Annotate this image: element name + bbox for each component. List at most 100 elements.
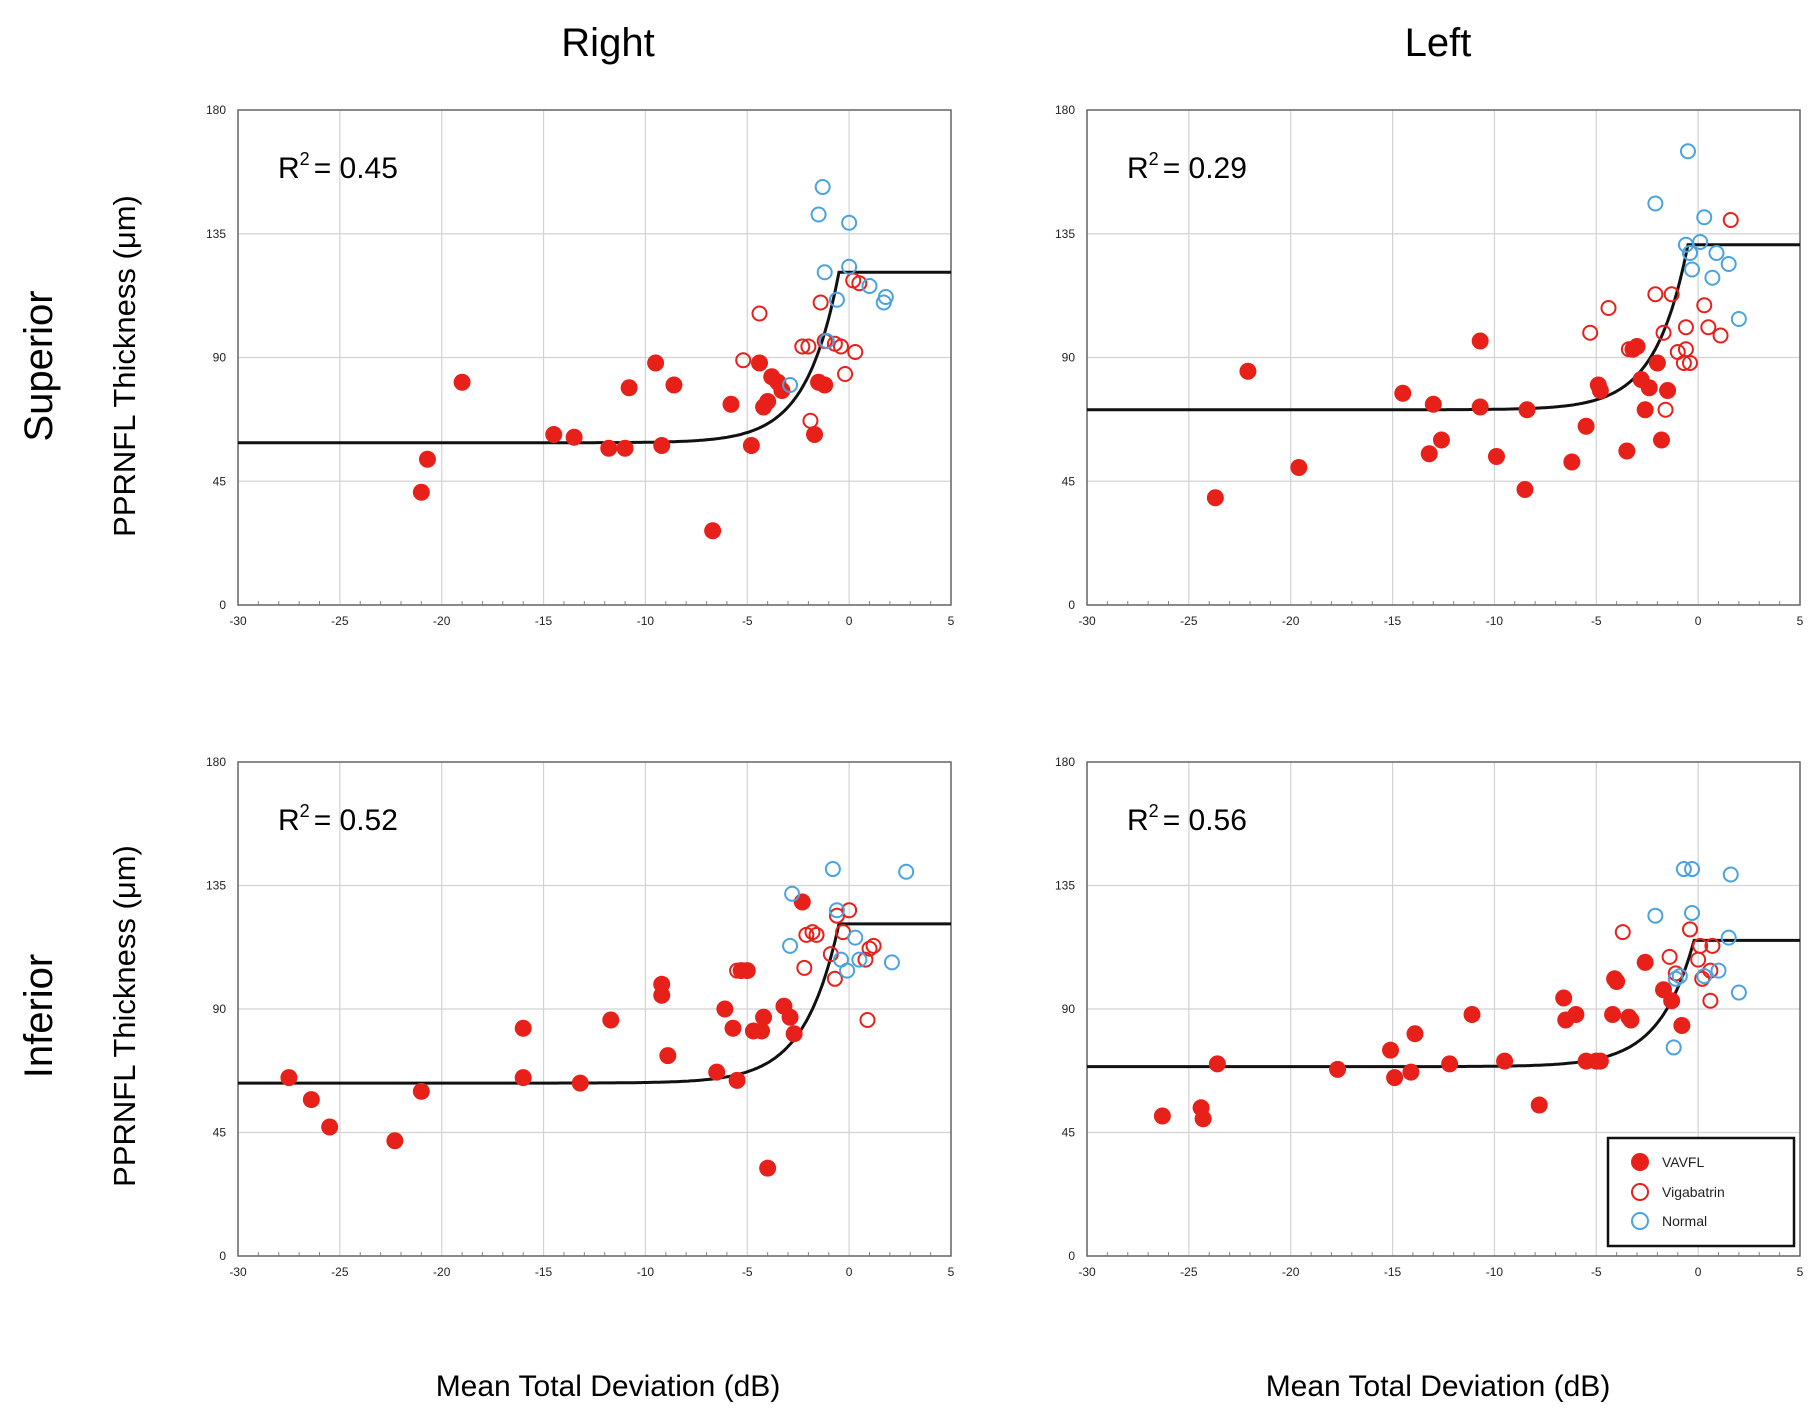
data-point-normal	[1647, 195, 1664, 212]
y-tick-label: 180	[1055, 103, 1075, 117]
data-point-vavfl	[1518, 401, 1536, 419]
y-tick-label: 45	[213, 474, 227, 488]
data-point-normal	[1708, 245, 1725, 261]
fit-curve	[238, 922, 951, 1085]
data-point-vavfl	[453, 373, 471, 391]
data-point-normal	[828, 291, 845, 308]
data-point-vavfl	[1663, 992, 1681, 1010]
data-point-vigabatrin	[861, 940, 878, 957]
data-point-vigabatrin	[796, 959, 813, 976]
x-tick-label: -10	[1486, 614, 1504, 628]
panel-superior-left: -30 -25 -20 -15 -10 -5 0 5 0 45 90 135 180 R2 = 0.29	[1055, 103, 1804, 628]
data-point-vigabatrin	[1663, 286, 1680, 303]
data-point-vigabatrin	[812, 294, 829, 311]
data-point-normal	[824, 861, 841, 878]
data-point-normal	[1665, 1039, 1682, 1056]
data-point-vavfl	[600, 439, 618, 457]
data-point-normal	[847, 929, 864, 946]
data-point-normal	[828, 902, 845, 919]
data-point-vavfl	[759, 393, 777, 410]
data-point-normal	[1710, 962, 1727, 979]
data-point-normal	[818, 333, 835, 349]
data-point-vavfl	[1567, 1005, 1585, 1023]
plot-frame	[1086, 761, 1801, 1257]
data-point-vigabatrin	[808, 926, 825, 943]
data-point-vavfl	[1487, 448, 1505, 465]
data-point-vavfl	[1471, 398, 1489, 416]
data-point-normal	[1684, 861, 1701, 878]
data-point-vigabatrin	[1681, 355, 1698, 371]
data-point-vavfl	[386, 1132, 404, 1150]
data-point-normal	[1720, 929, 1737, 946]
data-point-normal	[810, 206, 827, 223]
data-point-vavfl	[653, 437, 671, 454]
data-point-vavfl	[1555, 989, 1573, 1007]
r-squared-value: = 0.45	[314, 152, 398, 185]
x-tick-label: 0	[1695, 614, 1702, 628]
x-tick-label: -25	[331, 614, 349, 628]
data-point-vavfl	[1208, 1055, 1226, 1073]
r-squared-annotation: R2 = 0.29	[1127, 149, 1247, 185]
x-tick-label: -5	[742, 1265, 753, 1279]
data-point-normal	[1681, 245, 1698, 261]
data-point-normal	[1679, 143, 1696, 160]
x-tick-label: -5	[1591, 1265, 1602, 1279]
r-squared-superscript: 2	[1149, 801, 1159, 821]
data-point-vavfl	[1463, 1005, 1481, 1023]
r-squared-value: = 0.52	[314, 804, 398, 837]
data-point-vavfl	[742, 437, 760, 454]
data-point-vigabatrin	[1614, 924, 1631, 941]
data-point-vavfl	[1394, 384, 1412, 402]
plot-frame	[237, 761, 952, 1257]
y-tick-label: 0	[1068, 1249, 1075, 1263]
data-point-vigabatrin	[1681, 921, 1698, 938]
x-tick-label: -10	[637, 614, 655, 628]
r-squared-superscript: 2	[1149, 149, 1159, 169]
data-point-vavfl	[755, 1008, 773, 1026]
data-point-vavfl	[280, 1069, 298, 1087]
x-tick-label: 0	[1695, 1265, 1702, 1279]
data-point-normal	[1696, 209, 1713, 226]
x-tick-label: -30	[1078, 1265, 1096, 1279]
data-point-vigabatrin	[847, 344, 864, 360]
y-tick-label: 0	[219, 1249, 226, 1263]
x-tick-label: 5	[1797, 614, 1804, 628]
y-tick-label: 135	[206, 879, 226, 893]
data-point-vavfl	[1530, 1096, 1548, 1114]
plot-frame	[1086, 109, 1801, 606]
data-point-vigabatrin	[1696, 297, 1713, 314]
r-squared-value: = 0.29	[1163, 152, 1247, 185]
data-point-vavfl	[728, 1071, 746, 1089]
y-tick-label: 180	[1055, 755, 1075, 769]
data-point-vavfl	[806, 426, 824, 443]
data-point-vigabatrin	[1694, 970, 1711, 987]
r-squared-superscript: 2	[300, 149, 310, 169]
data-point-vavfl	[412, 483, 430, 501]
data-point-vavfl	[514, 1069, 532, 1087]
data-point-vigabatrin	[832, 338, 849, 355]
y-tick-label: 90	[213, 351, 227, 365]
data-point-vavfl	[616, 439, 634, 457]
data-point-vavfl	[1329, 1060, 1347, 1078]
data-point-normal	[1696, 968, 1713, 985]
data-point-vavfl	[1577, 417, 1595, 435]
data-point-vavfl	[1628, 338, 1646, 355]
data-point-vavfl	[816, 376, 834, 394]
data-point-vigabatrin	[1704, 937, 1721, 954]
data-point-normal	[1730, 984, 1747, 1001]
data-point-vavfl	[724, 1019, 742, 1037]
x-tick-label: -25	[331, 1265, 349, 1279]
data-point-normal	[875, 294, 892, 311]
data-point-vigabatrin	[794, 338, 811, 355]
data-point-vigabatrin	[1655, 324, 1672, 341]
data-point-normal	[1675, 861, 1692, 878]
x-axis-label-right: Mean Total Deviation (dB)	[436, 1370, 781, 1403]
data-point-vigabatrin	[1661, 948, 1678, 965]
data-point-normal	[1692, 234, 1709, 250]
data-point-vigabatrin	[1600, 300, 1617, 316]
y-tick-label: 90	[213, 1002, 227, 1016]
panel-superior-right: -30 -25 -20 -15 -10 -5 0 5 0 45 90 135 180 R2 = 0.45	[206, 103, 955, 628]
data-point-vavfl	[602, 1011, 620, 1029]
legend-marker-normal	[1631, 1212, 1649, 1230]
r-squared-prefix: R	[1127, 152, 1149, 185]
